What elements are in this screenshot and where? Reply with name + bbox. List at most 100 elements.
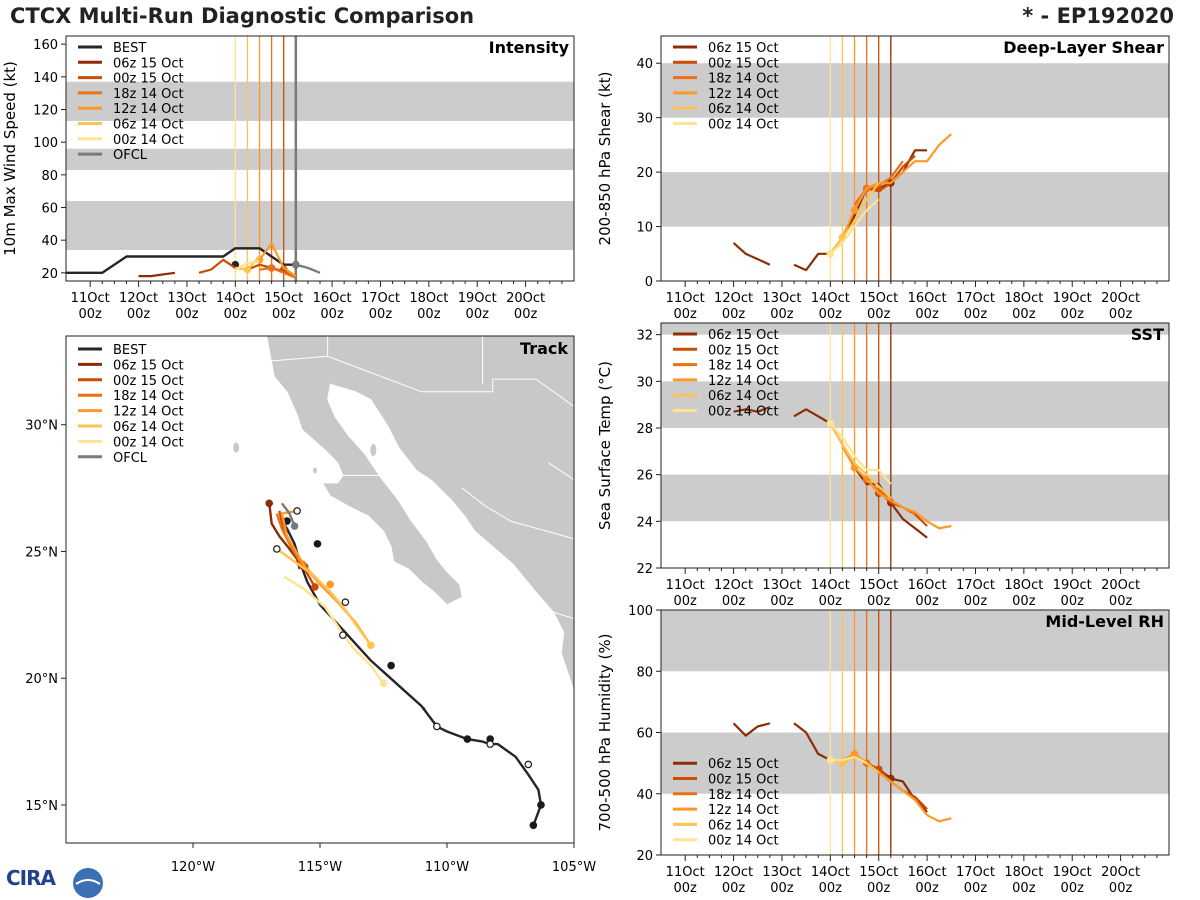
shear-xtick-label: 00z [1012,307,1036,322]
shear-series-marker [826,249,835,258]
sst-ytick-label: 32 [636,329,653,344]
shear-ytick-label: 40 [636,57,653,72]
intensity-xtick-label: 13Oct [167,291,206,306]
sst-xtick-label: 16Oct [908,578,947,593]
shear-xtick-label: 00z [722,307,746,322]
track-marker-filled [313,540,322,548]
track-xtick-label: 120°W [171,860,215,875]
sst-series-line [793,408,928,539]
sst-legend-label: 12z 14 Oct [708,374,779,389]
track-legend-label: 00z 15 Oct [113,374,184,389]
rh-series-line [841,752,952,823]
shear-ylabel: 200-850 hPa Shear (kt) [596,72,614,246]
shear-series-line [841,133,953,238]
rh-title: Mid-Level RH [1045,612,1164,631]
intensity-series-line [259,266,297,279]
shear-band [661,63,1169,118]
track-line [280,502,296,527]
track-marker-open [273,545,281,553]
cira-logo: CIRA [6,866,56,890]
logo-globe [73,868,103,898]
sst-xtick-label: 00z [1012,594,1036,609]
rh-xtick-label: 00z [964,881,988,896]
track-marker-filled [311,583,319,591]
sst-legend-label: 06z 14 Oct [708,389,779,404]
sst-xtick-label: 14Oct [811,578,850,593]
track-marker-filled [387,661,395,670]
intensity-legend-label: 00z 15 Oct [113,72,184,87]
intensity-legend-label: 00z 14 Oct [113,133,184,148]
cira-logo-emblem [73,868,103,898]
intensity-series-line [258,242,297,278]
shear-xtick-label: 16Oct [908,291,947,306]
sst-legend-label: 18z 14 Oct [708,359,779,374]
shear-xtick-label: 00z [674,307,698,322]
shear-xtick-label: 18Oct [1004,291,1043,306]
border-line [548,462,574,481]
track-marker-filled [379,679,388,688]
track-marker-filled [367,641,375,650]
sst-xtick-label: 17Oct [956,578,995,593]
track-legend-label: 06z 15 Oct [113,358,184,373]
rh-ytick-label: 80 [636,665,653,680]
sst-ytick-label: 22 [636,562,653,577]
sst-band [661,381,1169,428]
storm-id: * - EP192020 [1022,4,1174,28]
sst-xtick-label: 11Oct [666,578,705,593]
rh-series-line [732,722,771,737]
shear-series-line [829,198,880,255]
sst-xtick-label: 00z [722,594,746,609]
rh-series-marker [850,750,859,758]
intensity-xtick-label: 00z [175,307,199,322]
rh-xtick-label: 12Oct [714,865,753,880]
rh-xtick-label: 00z [1109,881,1133,896]
track-marker-filled [529,821,538,830]
track-xtick-label: 110°W [425,860,469,875]
rh-xtick-label: 17Oct [956,865,995,880]
intensity-xtick-label: 14Oct [216,291,255,306]
track-marker-open [433,722,441,731]
rh-xtick-label: 19Oct [1053,865,1092,880]
rh-legend-label: 06z 14 Oct [708,818,779,833]
track-legend-label: 18z 14 Oct [113,389,184,404]
sst-legend-label: 00z 15 Oct [708,343,779,358]
sst-series-line [829,422,892,485]
rh-xtick-label: 00z [770,881,794,896]
rh-xtick-label: 18Oct [1004,865,1043,880]
rh-legend-label: 00z 15 Oct [708,773,779,788]
shear-xtick-label: 11Oct [666,291,705,306]
track-line [283,575,385,684]
sst-xtick-label: 00z [674,594,698,609]
track-marker-filled [290,522,299,530]
intensity-xtick-label: 12Oct [119,291,158,306]
intensity-ytick-label: 60 [41,202,58,217]
intensity-band [66,81,574,121]
rh-ytick-label: 40 [636,788,653,803]
border-line [553,611,574,620]
island [370,444,377,457]
rh-ylabel: 700-500 hPa Humidity (%) [596,633,614,831]
intensity-band [66,200,574,250]
intensity-series-marker [243,265,252,274]
track-marker-filled [265,499,274,508]
shear-legend-label: 06z 15 Oct [708,41,779,56]
sst-xtick-label: 00z [819,594,843,609]
track-ytick-label: 20°N [25,672,58,687]
shear-series-line [793,149,928,272]
intensity-xtick-label: 17Oct [361,291,400,306]
track-marker-filled [537,801,545,809]
track-line [268,503,301,570]
rh-ytick-label: 100 [628,604,653,619]
sst-xtick-label: 18Oct [1004,578,1043,593]
rh-legend-label: 06z 15 Oct [708,757,779,772]
rh-panel: 2040608010011Oct00z12Oct00z13Oct00z14Oct… [596,604,1170,896]
intensity-xtick-label: 00z [79,307,103,322]
rh-xtick-label: 14Oct [811,865,850,880]
rh-xtick-label: 11Oct [666,865,705,880]
track-marker-filled [463,735,472,743]
intensity-xtick-label: 00z [224,307,248,322]
track-ytick-label: 30°N [25,419,58,434]
intensity-legend-label: 06z 14 Oct [113,118,184,133]
